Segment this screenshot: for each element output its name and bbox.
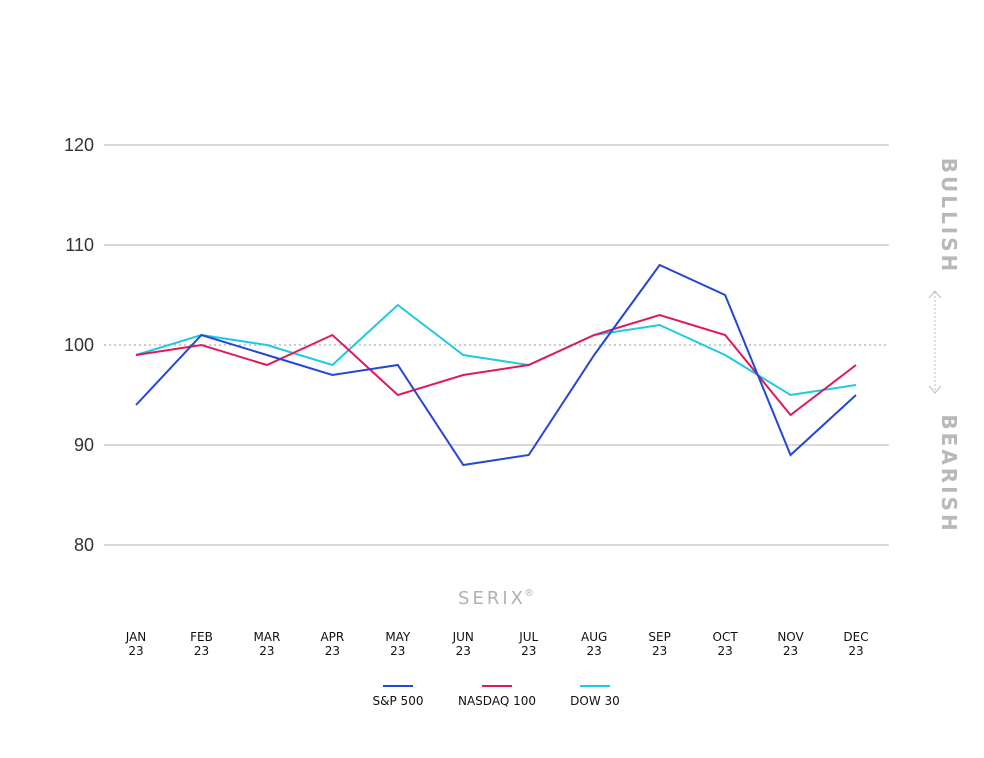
double-arrow-icon	[928, 290, 942, 394]
x-tick-label: OCT 23	[713, 630, 739, 658]
y-axis-ticks: 80 90 100 110 120	[64, 135, 94, 555]
legend-item: S&P 500	[373, 685, 424, 708]
y-tick-label: 80	[74, 535, 94, 555]
y-tick-label: 110	[65, 235, 94, 255]
gridlines	[104, 144, 889, 546]
x-tick-label: JUL 23	[518, 630, 538, 658]
bullish-label: BULLISH	[937, 158, 961, 275]
x-tick-label: JAN 23	[125, 630, 147, 658]
x-tick-label: JUN 23	[452, 630, 474, 658]
x-axis-ticks: JAN 23 FEB 23 MAR 23 APR 23 MAY 23 JUN 23 JUL 23 AUG 23…	[125, 630, 869, 658]
bearish-label: BEARISH	[937, 414, 961, 533]
y-tick-label: 100	[64, 335, 94, 355]
legend-label: NASDAQ 100	[458, 694, 536, 708]
x-tick-label: FEB 23	[190, 630, 213, 658]
series-line-nasdaq-100	[135, 313, 857, 417]
y-tick-label: 120	[64, 135, 94, 155]
y-tick-label: 90	[74, 435, 94, 455]
registered-mark: ®	[524, 588, 534, 599]
x-tick-label: SEP 23	[648, 630, 670, 658]
legend-label: S&P 500	[373, 694, 424, 708]
legend-item: NASDAQ 100	[458, 685, 536, 708]
series-line-dow-30	[135, 303, 857, 397]
brand-text: SERIX	[458, 588, 526, 609]
x-tick-label: APR 23	[320, 630, 344, 658]
x-tick-label: AUG 23	[581, 630, 607, 658]
x-tick-label: MAR 23	[253, 630, 280, 658]
legend-item: DOW 30	[570, 685, 620, 708]
brand-watermark: SERIX ®	[458, 588, 534, 609]
sentiment-indicator: BULLISH BEARISH	[928, 158, 961, 534]
legend-label: DOW 30	[570, 694, 620, 708]
series-line-s-p-500	[135, 263, 857, 467]
legend: S&P 500 NASDAQ 100 DOW 30	[373, 685, 620, 708]
x-tick-label: DEC 23	[843, 630, 868, 658]
series-lines	[135, 263, 857, 467]
x-tick-label: MAY 23	[385, 630, 411, 658]
x-tick-label: NOV 23	[777, 630, 804, 658]
